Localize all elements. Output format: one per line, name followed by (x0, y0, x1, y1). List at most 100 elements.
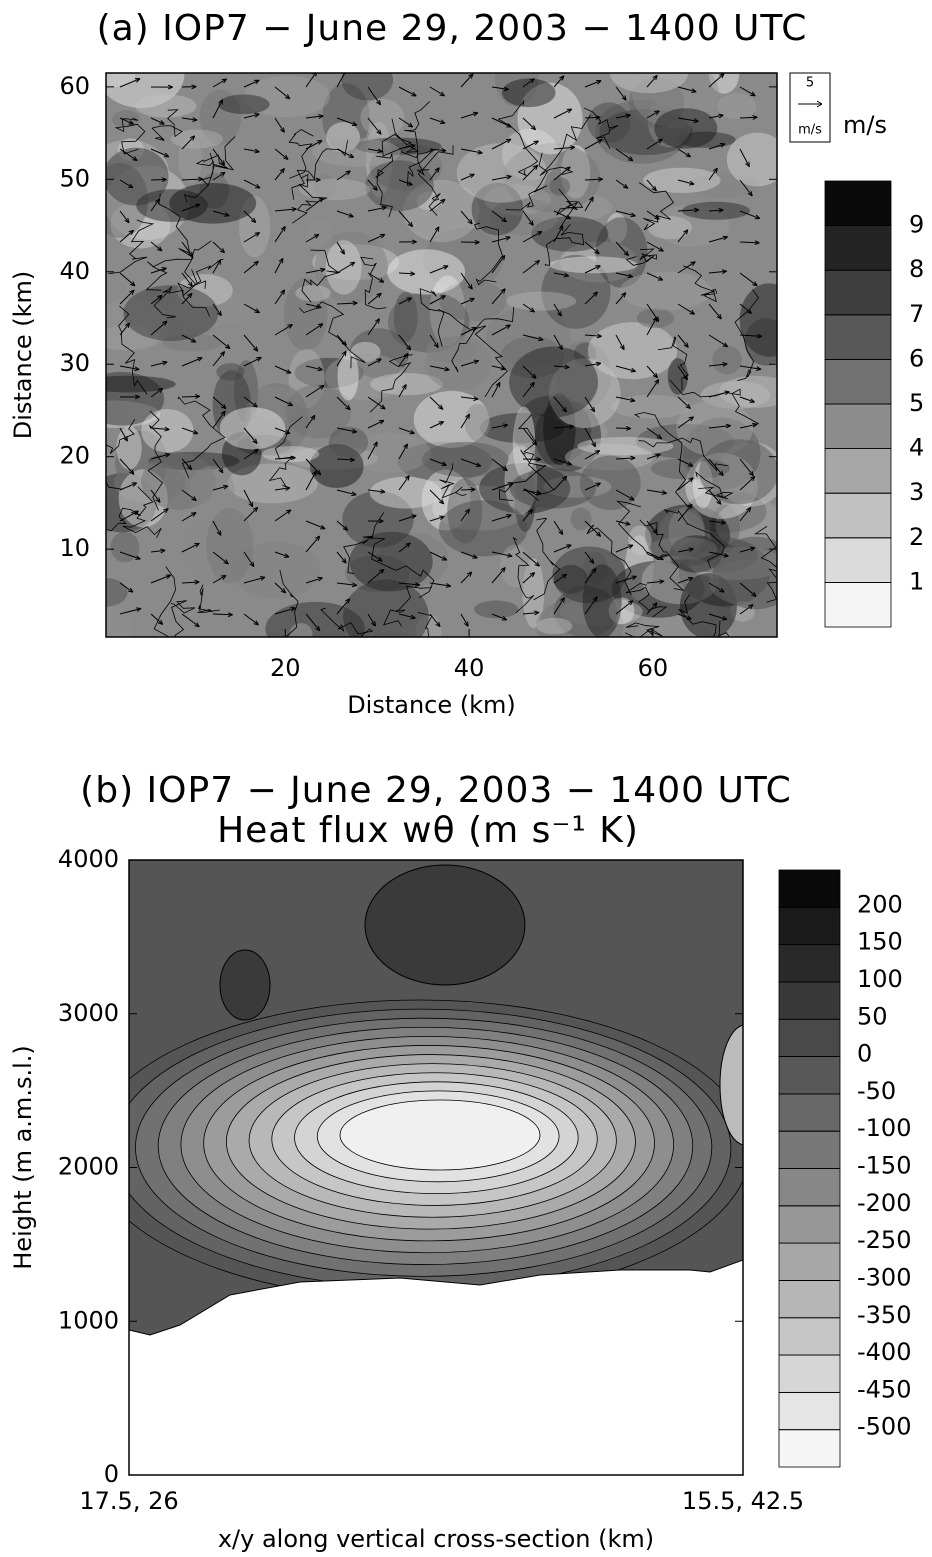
contour-line (734, 289, 759, 381)
wind-vector-head (569, 145, 576, 150)
wind-vector-head (627, 273, 634, 279)
wind-vector (491, 236, 511, 243)
wind-vector (305, 197, 324, 212)
wind-vector-head (683, 229, 689, 235)
wind-vector (150, 241, 163, 252)
wind-vector (739, 547, 756, 553)
wind-vector (336, 241, 345, 255)
field-patch (135, 94, 197, 118)
wind-vector-head (621, 292, 627, 298)
wind-vector (522, 210, 534, 226)
wind-vector (336, 520, 348, 531)
field-patch (422, 441, 509, 478)
wind-vector-head (133, 510, 139, 516)
contour-line (451, 306, 515, 373)
wind-vector (398, 443, 408, 460)
wind-vector-head (188, 251, 194, 258)
contour-line (638, 437, 729, 472)
wind-vector (150, 613, 164, 625)
wind-vector (150, 387, 164, 398)
wind-vector (491, 324, 511, 336)
wind-vector-head (654, 214, 660, 220)
wind-vector-head (414, 582, 421, 588)
wind-vector-head (440, 147, 447, 153)
wind-vector-head (406, 297, 412, 302)
wind-vector (243, 448, 259, 460)
wind-vector-head (285, 486, 291, 491)
field-patch (328, 426, 369, 458)
colorbar-band (824, 448, 892, 494)
wind-vector (646, 138, 663, 150)
wind-vector-head (718, 113, 724, 119)
wind-vector (646, 241, 664, 252)
wind-vector-head (500, 254, 506, 261)
wind-vector (367, 419, 385, 429)
wind-vector-head (467, 571, 473, 577)
wind-vector-head (568, 424, 575, 430)
wind-vector (708, 551, 729, 557)
wind-vector (274, 551, 290, 558)
wind-vector-head (657, 138, 663, 144)
wind-vector-head (534, 259, 541, 266)
wind-vector (398, 582, 420, 586)
field-patch (654, 204, 730, 247)
field-patch (312, 137, 401, 167)
wind-vector (243, 489, 254, 508)
x-axis-label: x/y along vertical cross-section (km) (218, 1525, 654, 1553)
field-patch (635, 601, 733, 637)
colorbar-band (824, 314, 892, 360)
wind-vector-head (440, 198, 446, 204)
field-patch (479, 412, 565, 444)
field-patch (424, 335, 493, 391)
x-tick-label: 40 (454, 654, 485, 682)
wind-vector (181, 512, 197, 522)
wind-vector-head (253, 448, 259, 454)
y-axis-label: Height (m a.m.s.l.) (9, 1045, 37, 1269)
field-patch (719, 1024, 743, 1146)
field-patch (238, 195, 271, 258)
wind-vector (150, 148, 170, 158)
wind-vector (491, 86, 509, 91)
wind-vector (274, 117, 285, 133)
colorbar-label: 7 (909, 300, 924, 328)
wind-vector (212, 351, 225, 367)
wind-vector (305, 384, 325, 398)
wind-vector (429, 515, 445, 522)
wind-vector (739, 148, 750, 167)
wind-vector (553, 75, 565, 88)
wind-vector (336, 334, 347, 346)
wind-vector (553, 458, 572, 466)
field-patch (648, 536, 718, 560)
wind-vector-head (135, 555, 141, 560)
field-patch (345, 554, 411, 592)
field-patch (513, 395, 592, 465)
wind-vector (615, 489, 635, 501)
wind-vector-head (473, 359, 480, 365)
field-patch (110, 531, 140, 563)
wind-vector-head (472, 111, 479, 117)
wind-vector-head (597, 176, 603, 182)
wind-vector (708, 303, 722, 320)
wind-vector-head (315, 470, 322, 476)
wind-vector-head (409, 429, 415, 435)
wind-vector-head (134, 78, 141, 83)
wind-vector-head (129, 469, 135, 475)
wind-vector-head (657, 276, 664, 281)
wind-vector-head (351, 491, 357, 497)
field-patch (509, 346, 598, 418)
wind-vector-head (290, 455, 296, 461)
wind-vector (429, 365, 450, 371)
field-patch (512, 406, 536, 479)
wind-vector-head (345, 404, 351, 411)
field-patch (349, 328, 409, 379)
field-patch (531, 216, 609, 252)
wind-vector (739, 272, 758, 287)
field-patch (288, 348, 325, 409)
wind-vector-head (128, 587, 134, 593)
wind-vector (491, 424, 508, 429)
wind-vector-head (433, 342, 439, 349)
wind-vector-head (725, 423, 731, 429)
wind-vector-head (379, 233, 386, 239)
y-tick-label: 50 (59, 164, 90, 192)
wind-vector (150, 574, 171, 584)
